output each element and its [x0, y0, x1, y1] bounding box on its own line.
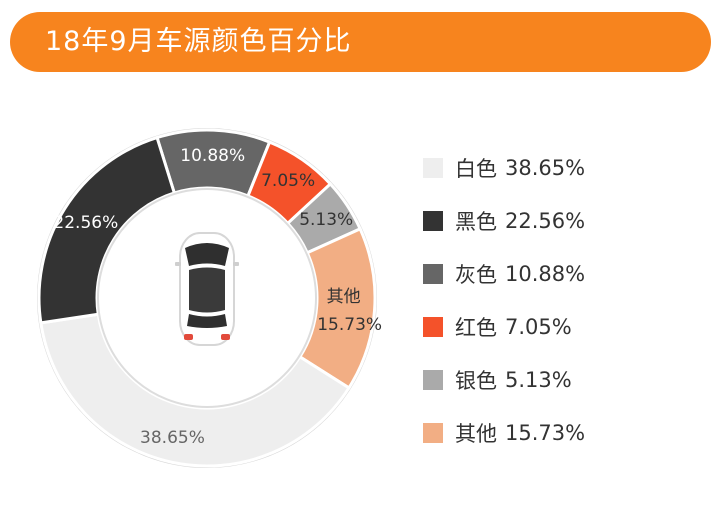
slice-name-label-other: 其他	[327, 287, 361, 307]
legend-value: 22.56%	[505, 208, 586, 233]
legend-item-silver: 银色 5.13%	[423, 353, 585, 406]
legend-label: 黑色	[455, 209, 497, 234]
legend-item-black: 黑色 22.56%	[423, 194, 585, 247]
slice-value-label-silver: 5.13%	[299, 210, 353, 230]
legend-swatch-silver	[423, 369, 443, 390]
car-top-view-icon	[175, 232, 239, 346]
legend-value: 7.05%	[505, 314, 572, 339]
legend-swatch-gray	[423, 263, 443, 284]
slice-value-label-white: 38.65%	[140, 428, 205, 448]
legend-value: 5.13%	[505, 367, 572, 392]
slice-value-label-gray: 10.88%	[180, 146, 245, 166]
legend-swatch-red	[423, 316, 443, 337]
legend-swatch-other	[423, 422, 443, 443]
legend-label: 红色	[455, 315, 497, 340]
legend-label: 灰色	[455, 262, 497, 287]
legend-swatch-white	[423, 157, 443, 178]
legend-item-red: 红色 7.05%	[423, 300, 585, 353]
legend-item-gray: 灰色 10.88%	[423, 247, 585, 300]
slice-value-label-black: 22.56%	[53, 213, 118, 233]
legend-label: 白色	[455, 156, 497, 181]
legend-item-other: 其他 15.73%	[423, 406, 585, 459]
slice-value-label-red: 7.05%	[261, 171, 315, 191]
legend-label: 银色	[455, 368, 497, 393]
chart-legend: 白色 38.65% 黑色 22.56% 灰色 10.88% 红色 7.05% 银…	[423, 141, 585, 459]
legend-swatch-black	[423, 210, 443, 231]
legend-value: 10.88%	[505, 261, 586, 286]
legend-value: 15.73%	[505, 420, 586, 445]
legend-item-white: 白色 38.65%	[423, 141, 585, 194]
chart-title: 18年9月车源颜色百分比	[45, 26, 352, 57]
legend-label: 其他	[455, 421, 497, 446]
slice-value-label-other: 15.73%	[317, 315, 382, 335]
legend-value: 38.65%	[505, 155, 586, 180]
title-banner: 18年9月车源颜色百分比	[10, 12, 711, 72]
